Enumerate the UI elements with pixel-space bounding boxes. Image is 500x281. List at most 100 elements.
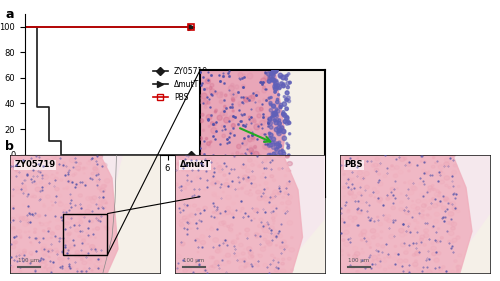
Circle shape: [402, 209, 404, 210]
Circle shape: [258, 254, 259, 255]
Circle shape: [456, 210, 460, 213]
Circle shape: [96, 154, 102, 159]
Circle shape: [434, 258, 439, 262]
Circle shape: [224, 117, 230, 123]
Circle shape: [50, 232, 54, 235]
Circle shape: [277, 185, 280, 187]
Circle shape: [30, 167, 34, 169]
Circle shape: [207, 101, 210, 104]
Circle shape: [261, 227, 264, 229]
Circle shape: [421, 206, 426, 210]
Circle shape: [242, 140, 248, 146]
Circle shape: [180, 224, 184, 228]
Circle shape: [222, 212, 226, 216]
Circle shape: [419, 182, 422, 185]
Circle shape: [75, 183, 78, 185]
Circle shape: [23, 160, 28, 164]
Circle shape: [48, 207, 52, 211]
Circle shape: [68, 232, 71, 235]
Circle shape: [182, 163, 185, 165]
Circle shape: [94, 169, 99, 173]
Circle shape: [227, 225, 230, 228]
Circle shape: [427, 224, 429, 225]
Circle shape: [282, 136, 286, 140]
Circle shape: [48, 251, 49, 253]
Circle shape: [279, 245, 284, 249]
Circle shape: [352, 178, 354, 179]
Circle shape: [422, 217, 424, 219]
Circle shape: [22, 216, 28, 221]
Circle shape: [356, 270, 360, 273]
Circle shape: [284, 244, 289, 248]
Polygon shape: [200, 70, 285, 197]
Circle shape: [238, 188, 240, 190]
Circle shape: [202, 129, 204, 131]
Circle shape: [212, 183, 214, 185]
Circle shape: [54, 177, 58, 180]
Circle shape: [12, 206, 15, 207]
Circle shape: [44, 232, 47, 234]
Circle shape: [66, 267, 69, 269]
Circle shape: [94, 171, 96, 173]
Circle shape: [408, 180, 414, 185]
Circle shape: [31, 243, 34, 246]
Circle shape: [275, 148, 278, 151]
Circle shape: [222, 134, 226, 138]
Circle shape: [88, 243, 89, 244]
Circle shape: [246, 188, 252, 194]
Circle shape: [245, 165, 250, 169]
Circle shape: [274, 257, 276, 259]
Circle shape: [388, 268, 390, 269]
Circle shape: [274, 86, 277, 88]
Circle shape: [218, 170, 222, 173]
Circle shape: [352, 221, 354, 222]
Circle shape: [96, 219, 100, 221]
Circle shape: [55, 187, 59, 191]
Circle shape: [284, 186, 286, 188]
Circle shape: [199, 161, 203, 164]
Circle shape: [404, 251, 408, 254]
Circle shape: [260, 133, 265, 138]
Circle shape: [250, 151, 254, 155]
Circle shape: [414, 260, 418, 262]
Circle shape: [228, 228, 233, 231]
Circle shape: [394, 166, 400, 169]
Circle shape: [230, 224, 233, 226]
Circle shape: [178, 156, 181, 158]
Circle shape: [250, 176, 256, 180]
Circle shape: [384, 260, 387, 262]
Circle shape: [354, 251, 360, 256]
Circle shape: [197, 251, 199, 253]
Circle shape: [16, 171, 18, 173]
Circle shape: [28, 231, 30, 232]
Circle shape: [245, 262, 248, 265]
Circle shape: [272, 156, 274, 158]
Circle shape: [52, 205, 54, 206]
Circle shape: [186, 264, 190, 267]
Circle shape: [78, 221, 83, 224]
Circle shape: [266, 241, 272, 245]
Circle shape: [216, 163, 218, 164]
Circle shape: [174, 183, 178, 186]
Circle shape: [42, 244, 46, 248]
Circle shape: [240, 174, 246, 178]
Circle shape: [216, 157, 220, 162]
Circle shape: [20, 174, 22, 175]
Circle shape: [290, 237, 293, 239]
Circle shape: [372, 187, 376, 191]
Circle shape: [285, 91, 289, 95]
Circle shape: [50, 231, 53, 233]
Circle shape: [352, 216, 357, 220]
Circle shape: [274, 83, 278, 86]
Circle shape: [228, 185, 232, 188]
Circle shape: [272, 176, 274, 180]
Circle shape: [231, 213, 234, 216]
Circle shape: [216, 166, 222, 170]
Circle shape: [440, 171, 442, 172]
Circle shape: [284, 98, 287, 101]
Circle shape: [222, 168, 227, 173]
Circle shape: [91, 172, 94, 175]
Circle shape: [428, 216, 432, 219]
Circle shape: [248, 251, 252, 254]
Circle shape: [30, 242, 32, 243]
